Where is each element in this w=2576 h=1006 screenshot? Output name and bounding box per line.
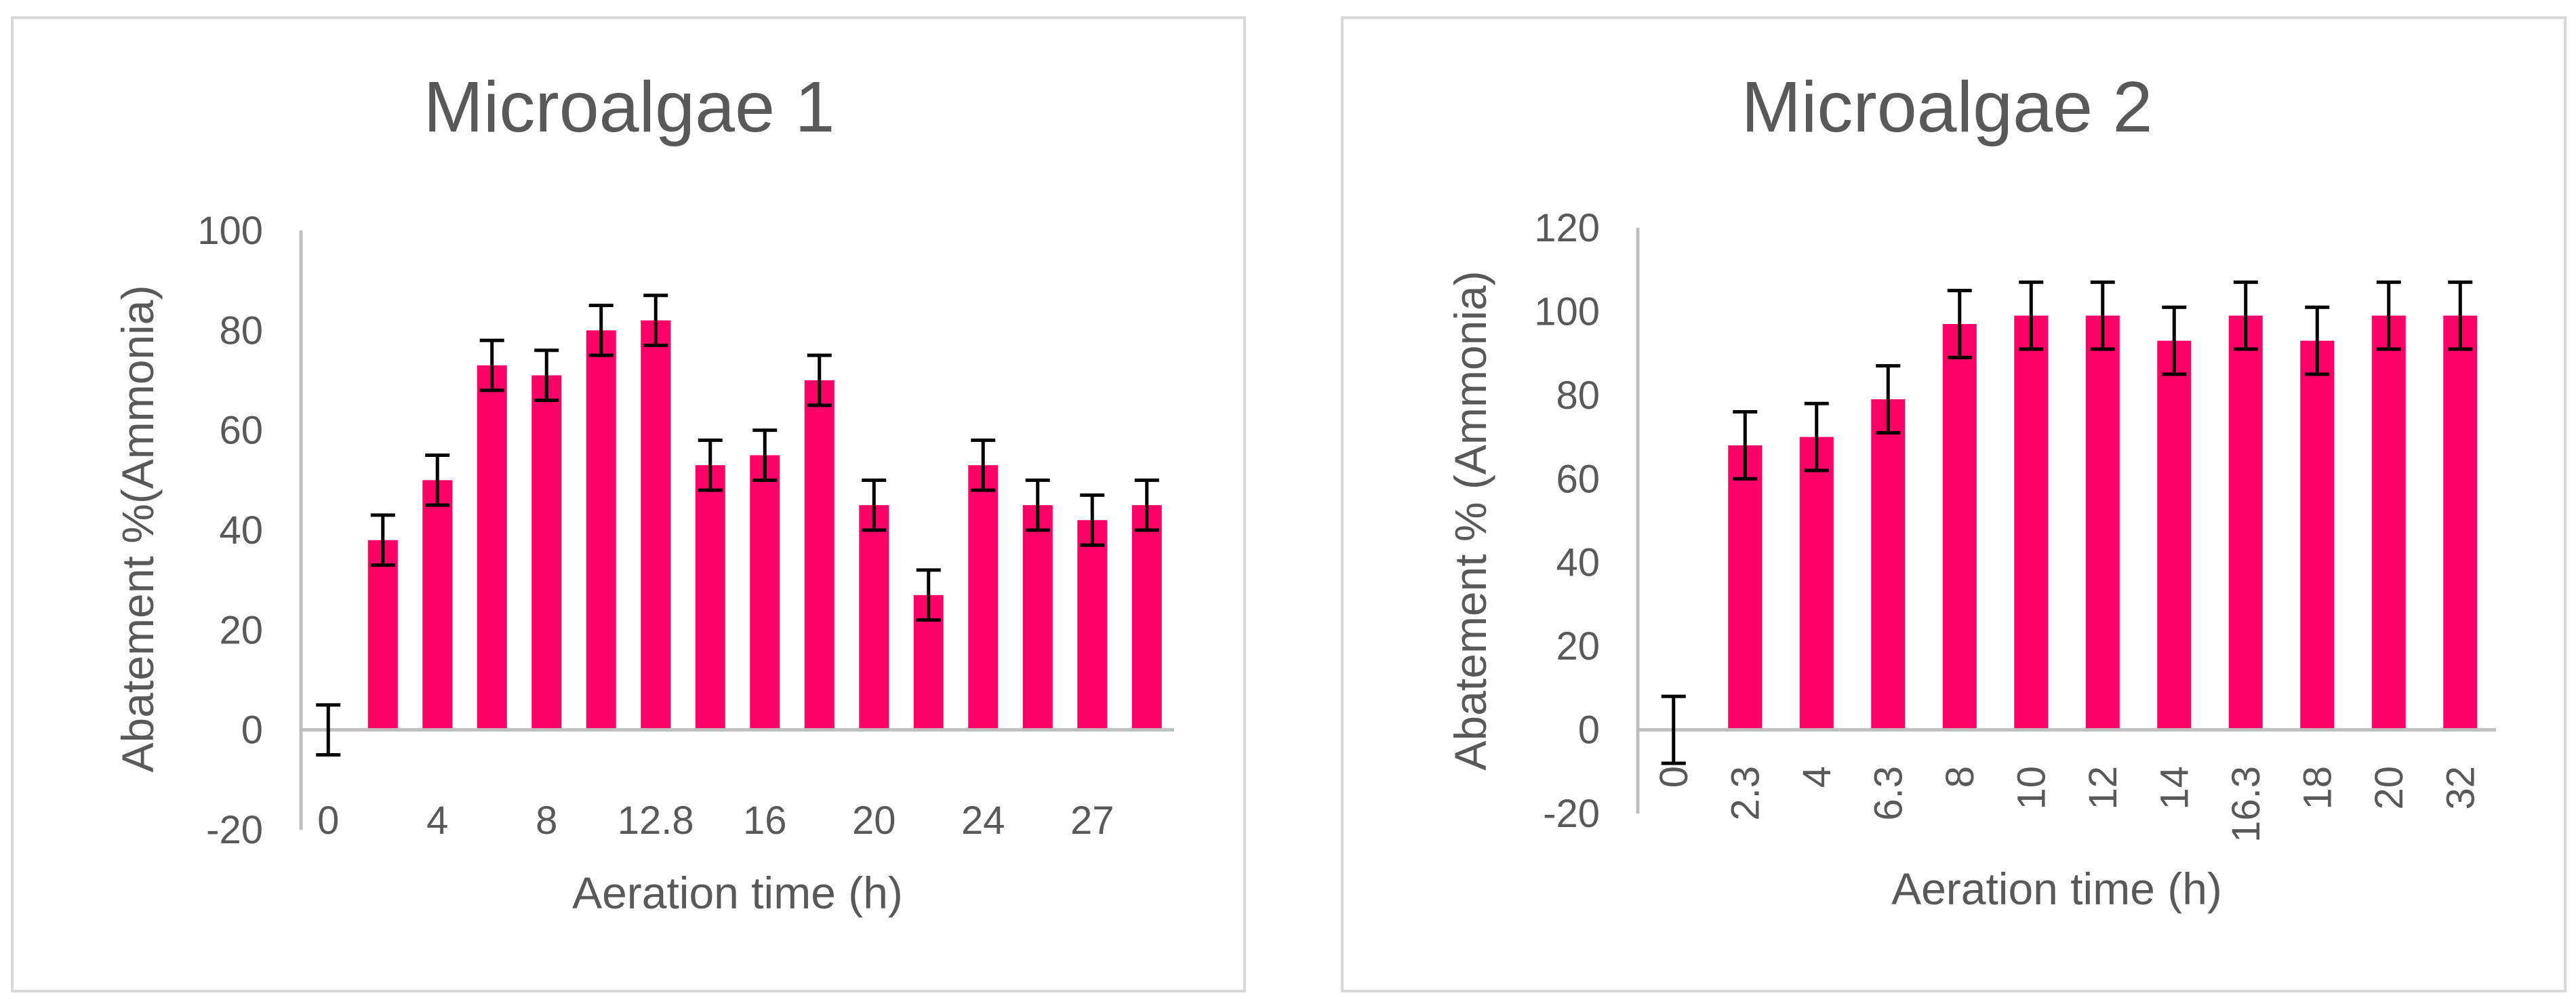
chart-microalgae-2: Microalgae 2 -20 0 20 40 60 80 100 120 0 2.3 4 6.3 8 1… <box>1445 67 2496 914</box>
x-tick-label: 14 <box>2152 766 2196 810</box>
y-tick-label: 80 <box>1556 374 1600 418</box>
x-tick-label: 20 <box>2367 766 2411 810</box>
chart-microalgae-1: Microalgae 1 -20 0 20 40 60 80 100 0 4 8 12.8 16 20 24… <box>113 67 1174 918</box>
bar <box>422 480 453 730</box>
bar <box>2443 315 2478 730</box>
y-tick-label: -20 <box>206 808 263 852</box>
x-tick-label: 27 <box>1070 799 1114 843</box>
x-tick-label: 16.3 <box>2224 766 2268 843</box>
bar <box>586 330 616 730</box>
bar <box>695 465 725 730</box>
x-tick-label: 4 <box>1795 766 1839 788</box>
bar <box>2014 315 2049 730</box>
x-tick-label: 24 <box>961 799 1005 843</box>
bar <box>2300 340 2335 730</box>
y-tick-label: 60 <box>219 409 263 453</box>
y-tick-label: 20 <box>1556 624 1600 668</box>
x-tick-label: 12 <box>2081 766 2125 810</box>
chart-panel-microalgae-2: Microalgae 2 -20 0 20 40 60 80 100 120 0 2.3 4 6.3 8 1… <box>1341 16 2567 992</box>
x-tick-label: 12.8 <box>618 799 694 843</box>
bar <box>1799 437 1834 730</box>
bar <box>367 540 398 730</box>
bar <box>1022 505 1053 730</box>
bar <box>2157 340 2192 730</box>
x-tick-label: 32 <box>2438 766 2482 810</box>
chart-panel-microalgae-1: Microalgae 1 -20 0 20 40 60 80 100 0 4 8 12.8 16 20 24… <box>11 16 1246 992</box>
bar <box>804 380 834 730</box>
bar <box>1728 445 1763 730</box>
bar <box>531 375 562 730</box>
x-tick-label: 8 <box>1938 766 1982 788</box>
chart-title: Microalgae 2 <box>1742 67 2153 147</box>
x-axis-title: Aeration time (h) <box>1891 864 2222 914</box>
bar <box>2371 315 2406 730</box>
y-tick-label: 100 <box>197 209 263 253</box>
x-axis-title: Aeration time (h) <box>572 868 903 918</box>
bar <box>2228 315 2263 730</box>
y-tick-label: 40 <box>1556 541 1600 585</box>
bar <box>1131 505 1162 730</box>
bar <box>477 365 507 730</box>
y-tick-label: 0 <box>1578 708 1600 752</box>
bar <box>1077 520 1108 730</box>
bar <box>968 465 999 730</box>
y-tick-label: 40 <box>219 508 263 552</box>
x-tick-label: 2.3 <box>1723 766 1767 821</box>
x-tick-label: 6.3 <box>1866 766 1910 821</box>
x-tick-label: 8 <box>536 799 557 843</box>
bar <box>859 505 889 730</box>
y-tick-label: 60 <box>1556 457 1600 501</box>
chart-title: Microalgae 1 <box>424 67 835 147</box>
x-tick-label: 0 <box>1652 766 1696 788</box>
y-tick-label: 0 <box>241 708 263 752</box>
x-tick-label: 18 <box>2295 766 2339 810</box>
x-tick-label: 20 <box>852 799 896 843</box>
y-tick-label: -20 <box>1543 792 1600 836</box>
y-tick-label: 80 <box>219 308 263 353</box>
bar <box>1871 399 1906 730</box>
y-tick-label: 120 <box>1534 206 1600 250</box>
y-axis-title: Abatement %(Ammonia) <box>113 285 163 773</box>
bar <box>2085 315 2120 730</box>
y-axis-title: Abatement % (Ammonia) <box>1445 270 1495 770</box>
x-tick-label: 10 <box>2009 766 2053 810</box>
bar <box>750 455 780 730</box>
bar <box>641 320 671 730</box>
bar <box>1942 323 1977 730</box>
y-tick-label: 20 <box>219 608 263 652</box>
x-tick-label: 0 <box>317 799 339 843</box>
y-tick-label: 100 <box>1534 289 1600 334</box>
x-tick-label: 4 <box>426 799 448 843</box>
x-tick-label: 16 <box>743 799 787 843</box>
